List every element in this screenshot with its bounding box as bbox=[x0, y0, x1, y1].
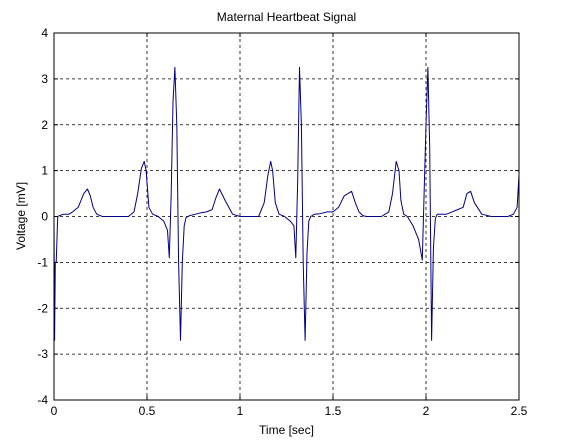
plot-area bbox=[54, 33, 519, 400]
x-tick-label: 0 bbox=[51, 404, 58, 418]
axes-box bbox=[53, 32, 520, 401]
y-tick-label: 2 bbox=[41, 118, 48, 132]
chart-title: Maternal Heartbeat Signal bbox=[217, 10, 356, 24]
x-tick-label: 2.5 bbox=[511, 404, 528, 418]
x-axis-label: Time [sec] bbox=[259, 423, 314, 437]
x-tick-label: 0.5 bbox=[139, 404, 156, 418]
y-tick-label: -3 bbox=[37, 347, 48, 361]
grid bbox=[54, 33, 519, 400]
x-tick-label: 1.5 bbox=[325, 404, 342, 418]
series bbox=[53, 66, 520, 341]
y-tick-label: 4 bbox=[41, 26, 48, 40]
y-axis-label: Voltage [mV] bbox=[14, 182, 28, 250]
y-tick-label: 0 bbox=[41, 210, 48, 224]
y-tick-label: -4 bbox=[37, 393, 48, 407]
y-tick-label: 1 bbox=[41, 164, 48, 178]
x-tick-label: 2 bbox=[423, 404, 430, 418]
y-tick-label: 3 bbox=[41, 72, 48, 86]
series-line bbox=[53, 66, 520, 341]
y-tick-label: -2 bbox=[37, 301, 48, 315]
x-tick-label: 1 bbox=[237, 404, 244, 418]
y-tick-label: -1 bbox=[37, 255, 48, 269]
